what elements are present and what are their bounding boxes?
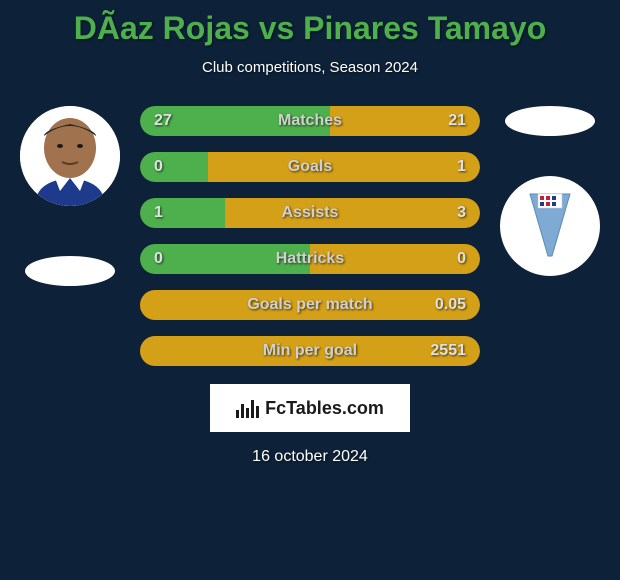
footer-logo: FcTables.com — [210, 384, 410, 432]
stat-bar: 2721Matches — [140, 106, 480, 136]
stat-label: Hattricks — [140, 250, 480, 268]
stat-bar: 0.05Goals per match — [140, 290, 480, 320]
page-title: DÃ­az Rojas vs Pinares Tamayo — [74, 10, 547, 47]
page-subtitle: Club competitions, Season 2024 — [202, 59, 418, 76]
stats-container: 2721Matches 01Goals 13Assists 00Hattricks 0.… — [140, 106, 480, 366]
stat-label: Min per goal — [140, 342, 480, 360]
stat-label: Goals — [140, 158, 480, 176]
club-right-badge-small — [505, 106, 595, 136]
club-right-logo — [500, 176, 600, 276]
stat-label: Goals per match — [140, 296, 480, 314]
footer-date: 16 october 2024 — [252, 448, 368, 466]
stat-label: Matches — [140, 112, 480, 130]
player-left-photo — [20, 106, 120, 206]
club-left-logo — [25, 256, 115, 286]
stat-bar: 2551Min per goal — [140, 336, 480, 366]
stat-label: Assists — [140, 204, 480, 222]
stat-bar: 13Assists — [140, 198, 480, 228]
stat-bar: 01Goals — [140, 152, 480, 182]
stat-bar: 00Hattricks — [140, 244, 480, 274]
footer-logo-text: FcTables.com — [265, 398, 384, 419]
chart-icon — [236, 398, 259, 418]
